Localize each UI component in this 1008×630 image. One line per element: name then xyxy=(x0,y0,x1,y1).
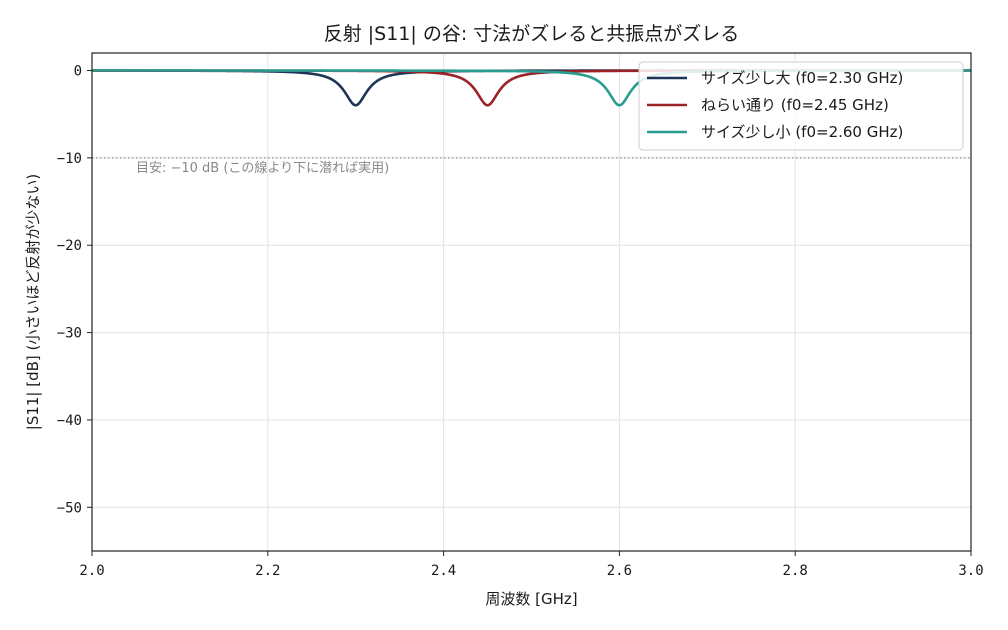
y-tick-label: −40 xyxy=(57,413,82,429)
x-tick-label: 3.0 xyxy=(958,563,983,579)
x-tick-label: 2.4 xyxy=(431,563,456,579)
legend-label: サイズ少し大 (f0=2.30 GHz) xyxy=(701,69,903,87)
plot-frame xyxy=(91,52,972,552)
y-tick-label: −50 xyxy=(57,500,82,516)
y-tick-label: 0 xyxy=(74,63,82,79)
legend-label: ねらい通り (f0=2.45 GHz) xyxy=(701,96,889,114)
legend-box xyxy=(638,61,964,151)
y-tick-label: −20 xyxy=(57,238,82,254)
x-axis-label: 周波数 [GHz] xyxy=(485,590,577,608)
reference-line-label: 目安: −10 dB (この線より下に潜れば実用) xyxy=(136,160,389,176)
y-axis-label: |S11| [dB] (小さいほど反射が少ない) xyxy=(24,174,42,430)
x-tick-label: 2.0 xyxy=(79,563,104,579)
x-tick-label: 2.8 xyxy=(783,563,808,579)
reference-line-group: 目安: −10 dB (この線より下に潜れば実用) xyxy=(92,157,971,176)
y-tick-label: −30 xyxy=(57,326,82,342)
y-tick-label: −10 xyxy=(57,151,82,167)
x-tick-label: 2.2 xyxy=(255,563,280,579)
ticks: 2.0 2.2 2.4 2.6 2.8 3.0 0 −10 −20 −30 −40 −50 xyxy=(57,63,984,579)
legend: サイズ少し大 (f0=2.30 GHz) ねらい通り (f0=2.45 GHz) サ… xyxy=(638,61,964,151)
x-tick-label: 2.6 xyxy=(607,563,632,579)
legend-label: サイズ少し小 (f0=2.60 GHz) xyxy=(701,123,903,141)
chart-title: 反射 |S11| の谷: 寸法がズレると共振点がズレる xyxy=(324,23,740,45)
